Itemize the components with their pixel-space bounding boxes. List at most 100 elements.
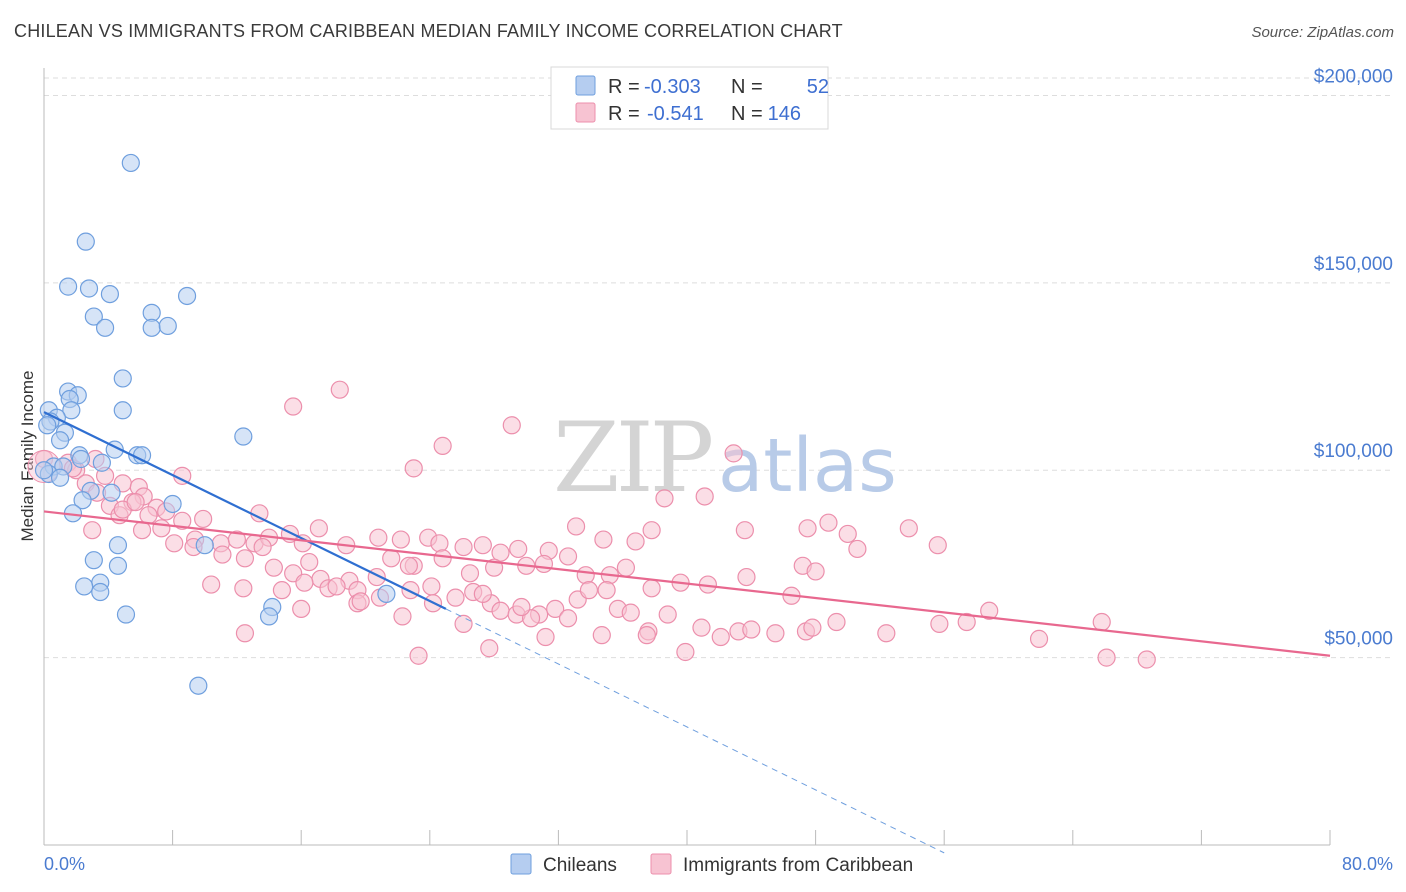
y-tick-label: $50,000 [1324,629,1393,650]
caribbean-point [957,612,976,632]
chilean-point [177,286,197,306]
caribbean-point [454,614,473,633]
caribbean-point [422,577,441,596]
caribbean-point [173,511,192,530]
caribbean-point [433,549,452,568]
y-tick-label: $150,000 [1314,254,1393,275]
legend-r-label: R = [608,76,640,98]
chilean-point [92,453,111,472]
trend-line-caribbean [43,510,1331,657]
caribbean-point [724,444,743,463]
caribbean-point [838,524,857,544]
trend-lines [43,411,1331,854]
chilean-point [91,582,110,602]
chilean-point [79,279,99,298]
chilean-point [259,607,279,626]
caribbean-point [798,519,817,538]
chilean-point [102,483,121,502]
caribbean-point [1092,612,1111,632]
chilean-point [50,431,70,450]
watermark-zip: ZIP [553,402,712,514]
caribbean-point [930,614,949,633]
chilean-point [84,551,103,570]
caribbean-point [737,567,756,587]
caribbean-point [616,558,636,577]
caribbean-point [194,509,213,529]
bottom-legend-swatch-caribbean [650,853,672,875]
caribbean-point [202,575,221,594]
trend-line-chileans-extension [445,608,945,854]
caribbean-point [284,397,303,416]
caribbean-point [152,519,171,538]
caribbean-point [213,545,232,564]
chilean-point [38,416,57,435]
caribbean-point [391,530,410,549]
caribbean-point [621,603,640,622]
caribbean-point [300,552,319,572]
caribbean-point [695,487,714,506]
caribbean-point [579,581,599,600]
caribbean-point [491,601,510,620]
caribbean-point [658,605,677,624]
caribbean-point [597,581,616,600]
watermark-atlas: atlas [718,423,897,509]
trend-line-chileans [43,411,447,610]
chilean-point [73,491,92,510]
caribbean-point [446,588,465,607]
legend-swatch-caribbean [575,102,596,123]
caribbean-point [655,489,674,508]
caribbean-point [292,599,311,619]
bottom-legend-swatch-chileans [510,853,532,875]
legend-r-label: R = [608,103,640,125]
caribbean-point [234,579,253,598]
caribbean-point [401,581,420,600]
caribbean-point [139,506,158,525]
y-axis-title: Median Family Income [18,370,37,541]
caribbean-point [369,528,388,547]
caribbean-point [536,627,555,647]
watermark: ZIP atlas [553,402,897,514]
caribbean-point [928,536,947,555]
caribbean-point [473,584,492,604]
caribbean-point [626,532,645,551]
chilean-point [113,369,132,388]
caribbean-point [827,612,846,632]
caribbean-point [502,416,521,435]
caribbean-point [250,504,269,523]
chilean-point [84,307,103,326]
legend-n-label: N = [731,103,763,125]
chilean-point [59,277,78,296]
caribbean-point [692,618,711,637]
caribbean-point [165,534,184,553]
chilean-point [62,401,81,420]
legend-n-value-chileans: 52 [807,76,829,98]
caribbean-point [227,530,246,549]
caribbean-point [742,620,761,639]
caribbean-point [766,624,785,643]
caribbean-point [473,536,492,555]
caribbean-point [351,592,370,611]
caribbean-point [512,597,531,617]
series-chileans-points [34,153,396,695]
bottom-legend-label-caribbean: Immigrants from Caribbean [683,855,913,876]
caribbean-point [235,549,255,568]
y-tick-label: $100,000 [1314,441,1393,462]
caribbean-point [404,459,423,478]
legend-n-label: N = [731,76,763,98]
caribbean-point [1137,650,1156,669]
caribbean-point [806,562,825,581]
caribbean-point [293,534,312,553]
caribbean-point [454,537,473,557]
chilean-point [234,427,253,446]
caribbean-point [433,436,452,455]
chilean-point [95,318,115,337]
legend-box [550,66,829,130]
chilean-point [163,494,182,514]
caribbean-point [558,547,578,566]
caribbean-point [126,492,145,512]
legend-swatch-chileans [575,75,596,96]
caribbean-point [558,609,578,628]
caribbean-point [309,519,328,538]
caribbean-point [877,624,896,643]
